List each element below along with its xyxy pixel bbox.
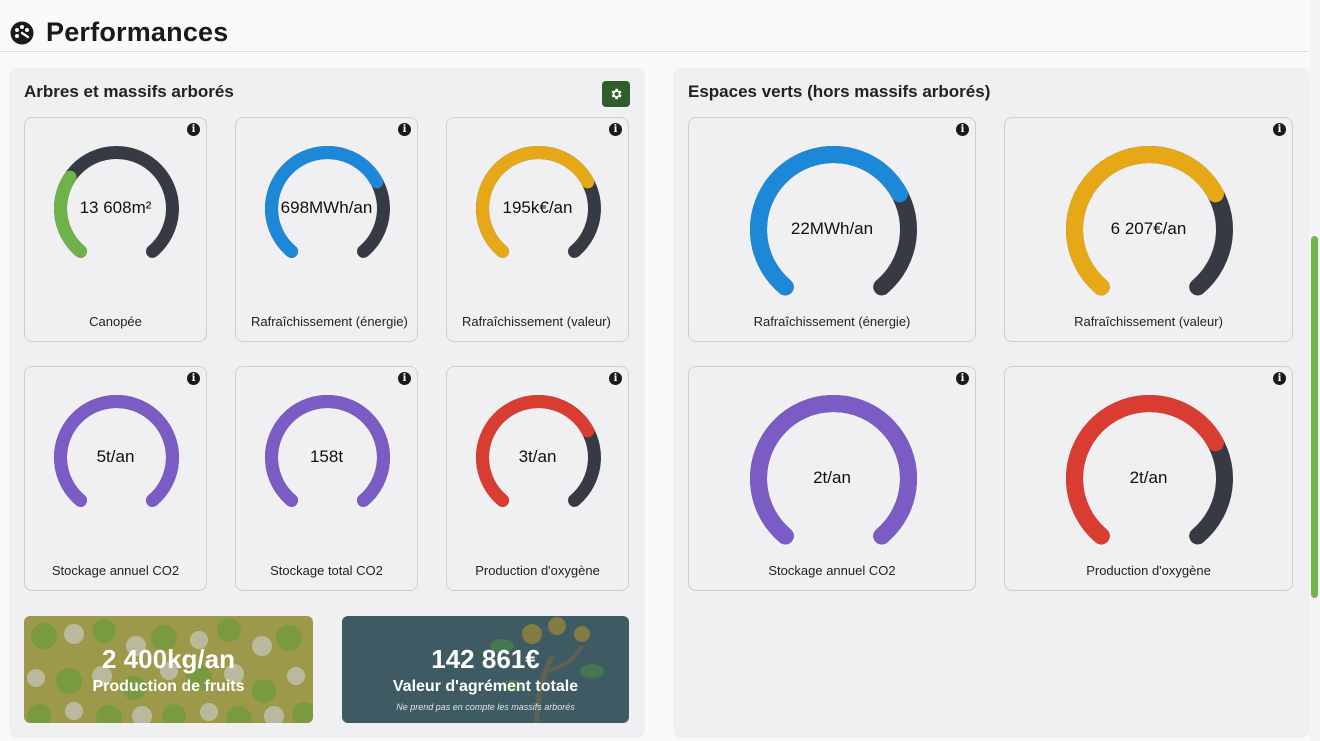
palette-gauge-icon bbox=[10, 21, 34, 45]
gs-cooling-energy-label: Rafraîchissement (énergie) bbox=[753, 314, 911, 329]
gs-annual-co2-value: 2t/an bbox=[813, 467, 851, 487]
gs-oxygen-value: 2t/an bbox=[1129, 467, 1168, 487]
info-icon[interactable]: i bbox=[956, 123, 969, 136]
gs-cooling-value-label: Rafraîchissement (valeur) bbox=[1074, 314, 1223, 329]
info-icon[interactable]: i bbox=[956, 372, 969, 385]
amenity-value: 142 861€ bbox=[431, 644, 540, 674]
cooling-energy-card: i 698MWh/an Rafraîchissement (énergie) bbox=[235, 117, 418, 342]
oxygen-value: 3t/an bbox=[518, 446, 557, 466]
page-title: Performances bbox=[46, 17, 229, 47]
gs-oxygen-label: Production d'oxygène bbox=[1086, 563, 1211, 578]
gauge-fill bbox=[54, 170, 88, 258]
amenity-value-banner: 142 861€ Valeur d'agrément totale Ne pre… bbox=[342, 616, 629, 723]
canopy-label: Canopée bbox=[89, 314, 142, 329]
gs-oxygen-gauge bbox=[1066, 395, 1233, 545]
annual-co2-gauge bbox=[54, 395, 179, 507]
gs-cooling-value-value: 6 207€/an bbox=[1110, 218, 1187, 238]
gauge-fill bbox=[54, 395, 179, 507]
cooling-value-card: i 195k€/an Rafraîchissement (valeur) bbox=[446, 117, 629, 342]
canopy-card: i 13 608m² Canopée bbox=[24, 117, 207, 342]
gauge-fill bbox=[265, 395, 390, 507]
fruit-production-value: 2 400kg/an bbox=[102, 644, 235, 674]
info-icon[interactable]: i bbox=[1273, 123, 1286, 136]
gauge-fill bbox=[476, 146, 595, 258]
total-co2-label: Stockage total CO2 bbox=[270, 563, 383, 578]
gs-annual-co2-card: i 2t/an Stockage annuel CO2 bbox=[688, 366, 976, 591]
gs-cooling-energy-gauge bbox=[749, 146, 917, 296]
oxygen-label: Production d'oxygène bbox=[475, 563, 600, 578]
gs-cooling-value-gauge bbox=[1066, 146, 1233, 296]
gs-annual-co2-label: Stockage annuel CO2 bbox=[768, 563, 896, 578]
info-icon[interactable]: i bbox=[187, 123, 200, 136]
money-tree-icon bbox=[490, 617, 604, 723]
gs-annual-co2-gauge bbox=[749, 395, 917, 545]
cooling-value-gauge bbox=[476, 146, 601, 258]
info-icon[interactable]: i bbox=[398, 372, 411, 385]
gauge-fill bbox=[265, 146, 384, 258]
info-icon[interactable]: i bbox=[609, 123, 622, 136]
oxygen-gauge bbox=[476, 395, 601, 507]
total-co2-gauge bbox=[265, 395, 390, 507]
fruit-production-banner: 2 400kg/an Production de fruits bbox=[24, 616, 313, 723]
amenity-value-label: Valeur d'agrément totale bbox=[392, 678, 579, 695]
gs-cooling-energy-card: i 22MWh/an Rafraîchissement (énergie) bbox=[688, 117, 976, 342]
gauge-fill bbox=[749, 146, 908, 296]
green-spaces-panel: Espaces verts (hors massifs arborés) i 2… bbox=[673, 68, 1309, 738]
cooling-value-value: 195k€/an bbox=[502, 197, 573, 217]
annual-co2-card: i 5t/an Stockage annuel CO2 bbox=[24, 366, 207, 591]
info-icon[interactable]: i bbox=[398, 123, 411, 136]
settings-button[interactable] bbox=[602, 81, 630, 107]
cooling-value-label: Rafraîchissement (valeur) bbox=[462, 314, 611, 329]
annual-co2-label: Stockage annuel CO2 bbox=[51, 563, 180, 578]
info-icon[interactable]: i bbox=[1273, 372, 1286, 385]
gauge-fill bbox=[1066, 146, 1224, 296]
gs-oxygen-card: i 2t/an Production d'oxygène bbox=[1004, 366, 1293, 591]
cooling-energy-value: 698MWh/an bbox=[280, 197, 373, 217]
gear-icon bbox=[611, 88, 622, 100]
cooling-energy-label: Rafraîchissement (énergie) bbox=[251, 314, 408, 329]
gauge-fill bbox=[476, 395, 595, 507]
trees-panel-title: Arbres et massifs arborés bbox=[24, 82, 234, 101]
total-co2-card: i 158t Stockage total CO2 bbox=[235, 366, 418, 591]
gs-cooling-value-card: i 6 207€/an Rafraîchissement (valeur) bbox=[1004, 117, 1293, 342]
annual-co2-value: 5t/an bbox=[96, 446, 135, 466]
gauge-fill bbox=[1066, 395, 1224, 545]
amenity-value-note: Ne prend pas en compte les massifs arbor… bbox=[396, 702, 575, 712]
info-icon[interactable]: i bbox=[609, 372, 622, 385]
gauge-fill bbox=[749, 395, 917, 545]
fruit-production-label: Production de fruits bbox=[92, 678, 245, 695]
total-co2-value: 158t bbox=[309, 446, 344, 466]
gs-cooling-energy-value: 22MWh/an bbox=[790, 218, 874, 238]
trees-panel: Arbres et massifs arborés i 13 608m² Can… bbox=[9, 68, 645, 738]
green-spaces-panel-title: Espaces verts (hors massifs arborés) bbox=[688, 82, 991, 101]
page-scrollbar[interactable] bbox=[1309, 0, 1320, 741]
cooling-energy-gauge bbox=[265, 146, 390, 258]
canopy-gauge bbox=[54, 146, 179, 258]
info-icon[interactable]: i bbox=[187, 372, 200, 385]
oxygen-card: i 3t/an Production d'oxygène bbox=[446, 366, 629, 591]
apple-pattern-icon bbox=[27, 618, 313, 723]
canopy-value: 13 608m² bbox=[79, 197, 152, 217]
page-header: Performances bbox=[0, 0, 1308, 52]
scrollbar-thumb[interactable] bbox=[1311, 236, 1318, 598]
